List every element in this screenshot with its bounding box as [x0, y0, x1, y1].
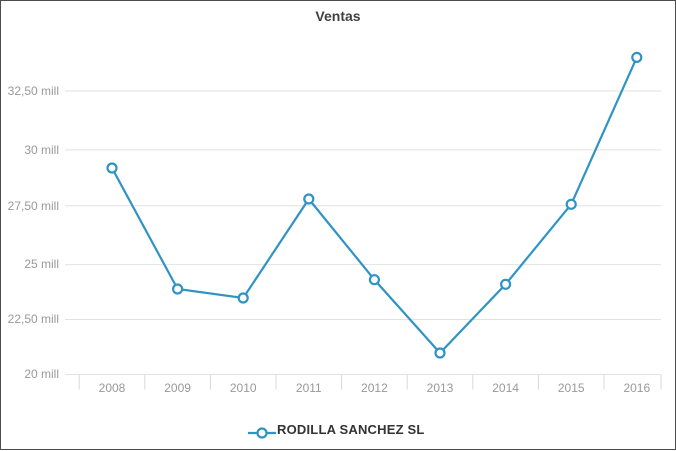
- svg-text:32,50 mill: 32,50 mill: [8, 84, 59, 98]
- svg-text:2016: 2016: [623, 381, 650, 395]
- svg-text:2012: 2012: [361, 381, 388, 395]
- svg-text:20 mill: 20 mill: [24, 367, 59, 381]
- svg-text:22,50 mill: 22,50 mill: [8, 312, 59, 326]
- svg-text:2009: 2009: [164, 381, 191, 395]
- svg-text:2011: 2011: [296, 381, 322, 395]
- svg-text:2014: 2014: [492, 381, 519, 395]
- svg-text:25 mill: 25 mill: [24, 257, 59, 271]
- svg-text:30 mill: 30 mill: [24, 143, 59, 157]
- svg-text:2008: 2008: [99, 381, 126, 395]
- svg-text:2015: 2015: [558, 381, 585, 395]
- svg-text:27,50 mill: 27,50 mill: [8, 199, 59, 213]
- svg-text:2013: 2013: [427, 381, 454, 395]
- svg-text:RODILLA SANCHEZ SL: RODILLA SANCHEZ SL: [277, 422, 425, 437]
- svg-text:2010: 2010: [230, 381, 257, 395]
